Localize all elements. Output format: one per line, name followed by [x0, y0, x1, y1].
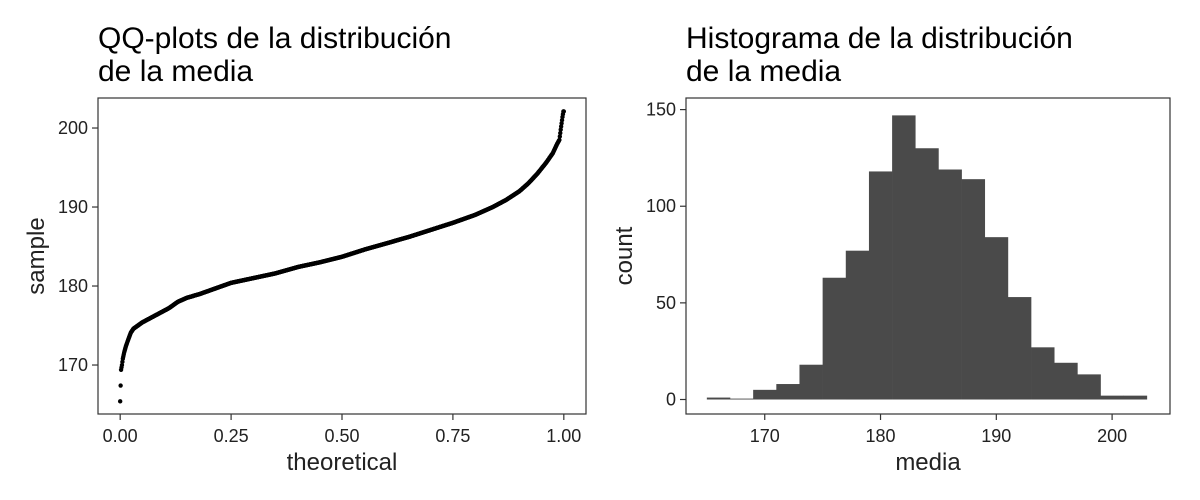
histogram-bar: [1100, 395, 1124, 400]
histogram-bar: [984, 237, 1009, 400]
hist-y-tick-label: 150: [646, 100, 676, 120]
histogram-bar: [1054, 362, 1078, 400]
histogram-bar: [799, 364, 823, 400]
histogram-y-axis-label: count: [611, 226, 638, 285]
histogram-bar: [845, 250, 870, 400]
qq-point: [118, 383, 123, 388]
qq-x-tick-label: 0.00: [103, 426, 138, 446]
qq-x-tick-label: 1.00: [546, 426, 581, 446]
histogram-x-ticks: 170 180 190 200: [750, 414, 1127, 446]
qq-plot-y-axis-label: sample: [23, 217, 50, 294]
qq-point: [117, 399, 123, 404]
qq-plot-panel: 0.00 0.25 0.50 0.75 1.00 170 180 190 200 theore…: [23, 97, 587, 476]
hist-y-tick-label: 50: [656, 293, 676, 313]
histogram-bar: [892, 115, 916, 400]
qq-plot-points: [117, 109, 567, 404]
qq-y-tick-label: 170: [58, 355, 88, 375]
qq-plot-y-ticks: 170 180 190 200: [58, 118, 98, 375]
histogram-bar: [1007, 297, 1032, 400]
hist-x-tick-label: 170: [750, 426, 780, 446]
qq-x-tick-label: 0.50: [324, 426, 359, 446]
qq-y-tick-label: 180: [58, 276, 88, 296]
histogram-y-ticks: 0 50 100 150: [646, 100, 686, 410]
histogram-title-line-1: Histograma de la distribución: [686, 22, 1073, 55]
histogram-bar: [961, 179, 986, 400]
histogram-bar: [1031, 347, 1055, 400]
histogram-x-axis-label: media: [895, 449, 961, 476]
hist-x-tick-label: 180: [866, 426, 896, 446]
histogram-bar: [868, 171, 893, 400]
qq-point: [558, 130, 563, 136]
qq-plot-title-line-2: de la media: [98, 55, 254, 88]
histogram-panel: 170 180 190 200 0 50 100 150 media count: [611, 97, 1171, 476]
histogram-bar: [1077, 374, 1101, 400]
hist-y-tick-label: 0: [666, 390, 676, 410]
qq-point: [557, 137, 562, 143]
hist-x-tick-label: 190: [981, 426, 1011, 446]
histogram-bar: [822, 277, 847, 400]
qq-plot-title: QQ-plots de la distribución de la media: [98, 22, 452, 88]
qq-x-tick-label: 0.75: [435, 426, 470, 446]
qq-x-tick-label: 0.25: [214, 426, 249, 446]
qq-plot-x-ticks: 0.00 0.25 0.50 0.75 1.00: [103, 414, 581, 446]
histogram-bars: [706, 115, 1148, 400]
qq-plot-x-axis-label: theoretical: [287, 449, 398, 476]
qq-y-tick-label: 200: [58, 118, 88, 138]
qq-plot-title-line-1: QQ-plots de la distribución: [98, 22, 452, 55]
histogram-bar: [706, 397, 731, 400]
hist-x-tick-label: 200: [1097, 426, 1127, 446]
qq-y-tick-label: 190: [58, 197, 88, 217]
histogram-bar: [776, 384, 800, 400]
histogram-title: Histograma de la distribución de la medi…: [686, 22, 1073, 88]
histogram-bar: [938, 169, 962, 400]
qq-point: [557, 134, 563, 139]
histogram-bar: [915, 148, 939, 400]
histogram-bar: [730, 398, 754, 400]
histogram-title-line-2: de la media: [686, 55, 842, 88]
qq-point: [561, 109, 567, 114]
histogram-bar: [1123, 395, 1148, 400]
histogram-bar: [753, 389, 777, 400]
hist-y-tick-label: 100: [646, 196, 676, 216]
